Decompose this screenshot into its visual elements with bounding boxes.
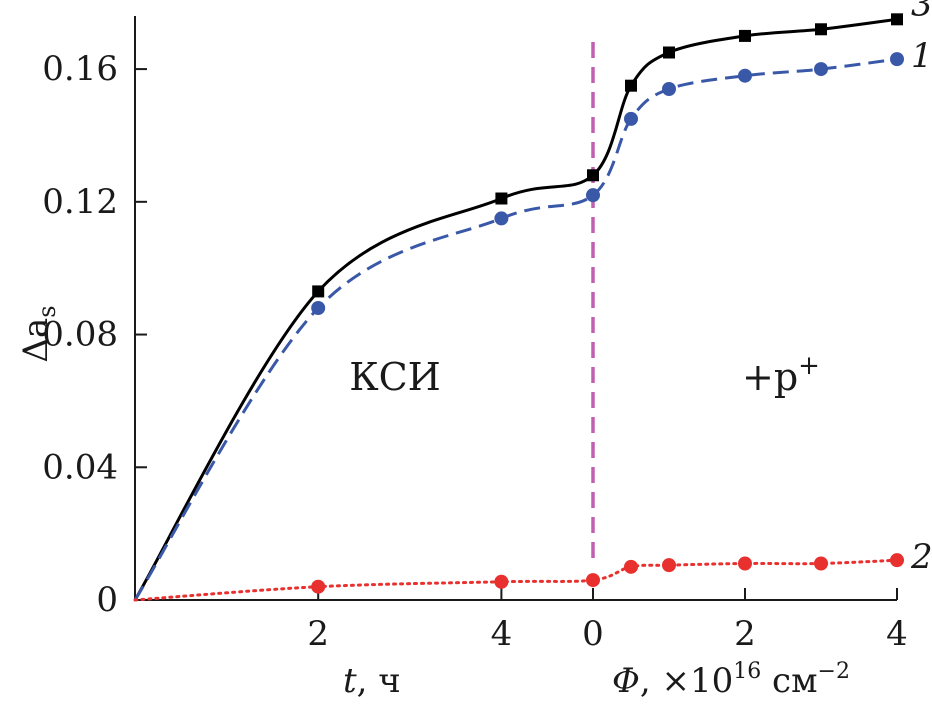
y-ticks: 0 0.04 0.08 0.12 0.16 — [42, 49, 147, 620]
series-2-point — [738, 556, 752, 571]
y-axis-title: Δas — [16, 305, 61, 362]
series-2-point — [662, 558, 676, 573]
series-2-label: 2 — [910, 537, 932, 577]
x-tick-label: 2 — [307, 614, 329, 654]
series-2-point — [311, 579, 326, 594]
series-1-point — [311, 301, 326, 315]
x-tick-label: 0 — [582, 614, 604, 654]
series-1-point — [738, 68, 752, 83]
series-2-point — [624, 559, 638, 574]
y-tick-label: 0.04 — [42, 447, 118, 487]
series-1-label: 1 — [911, 36, 932, 76]
series-2-point — [586, 573, 600, 588]
series-2-line — [133, 558, 899, 602]
series-2-point — [890, 553, 904, 568]
series-3-point — [625, 79, 637, 92]
series-labels: 3 1 2 — [910, 0, 932, 577]
x-axis-title-right-exp: 16 — [733, 659, 761, 684]
series-1-point — [662, 82, 676, 96]
series-3-point — [587, 169, 599, 182]
annotation-right-base: +p — [742, 355, 798, 399]
x-axis-title-left-var: t — [343, 661, 357, 701]
series-3-point — [815, 23, 827, 36]
x-axis-title-right-unit2: см — [761, 661, 817, 701]
y-tick-label: 0.16 — [42, 49, 118, 89]
x-tick-label: 4 — [491, 614, 513, 654]
series-3-point — [891, 13, 903, 26]
series-1-point — [890, 52, 904, 67]
series-1-point — [814, 62, 828, 77]
series-1-point — [586, 188, 600, 203]
x-axis-title-right-var: Φ — [612, 661, 640, 701]
annotation-left: КСИ — [349, 355, 441, 399]
series-1-point — [494, 211, 509, 226]
x-axis-title-right-unit: , ×10 — [640, 661, 733, 701]
x-tick-label: 2 — [734, 614, 756, 654]
annotation-right-sup: + — [798, 351, 820, 381]
series-markers — [311, 13, 904, 594]
series-3-point — [312, 285, 325, 298]
series-3-point — [663, 46, 675, 59]
y-tick-label: 0.12 — [42, 182, 118, 222]
series-2-point — [494, 574, 509, 589]
series-3-point — [495, 192, 508, 205]
series-2-point — [814, 556, 828, 571]
x-axis-title-left: t, ч — [343, 661, 401, 701]
series-3-label: 3 — [911, 0, 932, 24]
y-tick-label: 0.08 — [42, 315, 118, 355]
series-3-line — [133, 17, 898, 601]
x-ticks: 2 4 0 2 4 — [307, 588, 908, 654]
x-axis-title-right: Φ, ×1016 см−2 — [612, 659, 850, 701]
series-1-line — [133, 57, 898, 601]
y-axis-title-sub: s — [33, 305, 61, 317]
y-tick-label: 0 — [96, 580, 118, 620]
x-axis-title-left-unit: , ч — [357, 661, 401, 701]
x-tick-label: 4 — [886, 614, 908, 654]
x-axis-title-right-exp2: −2 — [818, 659, 850, 684]
series-1-point — [624, 111, 638, 126]
y-axis-title-main: Δa — [16, 318, 56, 363]
series-lines — [133, 17, 899, 602]
series-3-point — [739, 29, 751, 42]
annotation-right: +p+ — [742, 351, 820, 399]
